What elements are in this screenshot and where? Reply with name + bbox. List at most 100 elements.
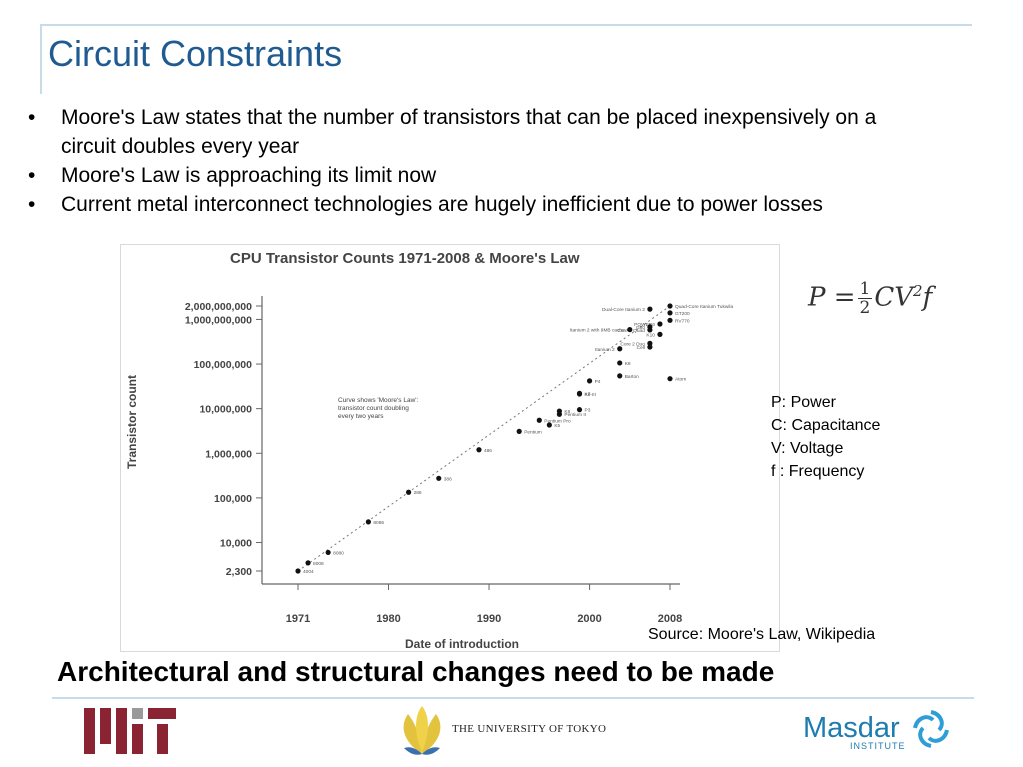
data-point-label: 386 <box>444 476 452 482</box>
data-point-label: 8080 <box>333 550 344 556</box>
chart-annotation-line: every two years <box>338 413 384 420</box>
title-rule <box>40 24 972 26</box>
bullet-list: • Moore's Law states that the number of t… <box>28 103 928 219</box>
data-point-label: RV770 <box>675 318 690 324</box>
data-point <box>325 549 331 556</box>
data-point-label: Cell <box>637 345 645 351</box>
chart-annotation-line: Curve shows 'Moore's Law': <box>338 397 419 404</box>
data-point-label: Pentium Pro <box>544 418 571 424</box>
moores-law-chart: CPU Transistor Counts 1971-2008 & Moore'… <box>125 250 734 651</box>
data-point <box>536 417 542 423</box>
data-point <box>365 519 371 525</box>
y-tick-label: 10,000,000 <box>199 404 252 416</box>
bullet-dot: • <box>28 106 36 129</box>
data-point-label: Quad-Core Itanium Tukwila <box>675 304 733 310</box>
y-tick-label: 1,000,000 <box>205 448 252 460</box>
legend-item: C: Capacitance <box>771 417 881 434</box>
bullet-text: Current metal interconnect technologies … <box>61 193 823 216</box>
x-tick-label: 1980 <box>376 613 400 625</box>
data-point <box>405 489 412 495</box>
legend-item: P: Power <box>771 394 836 411</box>
data-point <box>546 422 552 428</box>
data-point <box>617 346 623 352</box>
y-tick-label: 10,000 <box>220 538 252 550</box>
formula-legend: P: Power C: Capacitance V: Voltage f : F… <box>771 391 880 483</box>
bullet-text: Moore's Law states that the number of tr… <box>61 106 877 158</box>
data-point-label: Core 2 Duo <box>620 341 645 347</box>
data-point <box>667 303 673 309</box>
masdar-wordmark: Masdar <box>803 712 900 744</box>
data-point-label: 8086 <box>373 520 384 526</box>
legend-item: f : Frequency <box>771 463 865 480</box>
data-point <box>667 376 673 382</box>
university-of-tokyo-wordmark: THE UNIVERSITY OF TOKYO <box>452 723 607 735</box>
chart-marks: 2,300 10,000 100,000 1,000,000 10,000,000 100… <box>185 301 734 625</box>
data-point-label: G80 <box>636 325 645 331</box>
bullet-item: • Moore's Law states that the number of t… <box>28 103 928 161</box>
chart-y-label: Transistor count <box>125 375 139 469</box>
x-tick-label: 2000 <box>577 613 601 625</box>
x-tick-label: 2008 <box>658 613 682 625</box>
data-point <box>657 321 663 327</box>
y-tick-label: 100,000,000 <box>194 359 253 371</box>
power-formula: P = 1 2 CV2f <box>808 280 932 317</box>
chart-x-label: Date of introduction <box>405 637 519 651</box>
data-point <box>305 560 311 566</box>
data-point-label: Dual-Core Itanium 2 <box>602 307 645 313</box>
data-point <box>576 407 583 413</box>
data-point <box>586 378 593 384</box>
data-point-label: 4004 <box>303 569 314 575</box>
data-point <box>516 428 522 434</box>
data-point-label: POWER6 <box>634 322 655 328</box>
data-point <box>647 344 653 350</box>
data-point-label: P4 <box>595 379 601 385</box>
data-point-label: Itanium 2 <box>595 347 615 353</box>
y-tick-label: 1,000,000,000 <box>185 314 252 326</box>
data-point-label: 486 <box>484 448 492 454</box>
data-point-label: P3 <box>585 408 591 414</box>
data-point-label: K6 <box>564 409 570 415</box>
title-side-rule <box>40 24 42 94</box>
data-point-label: K10 <box>646 332 655 338</box>
data-point-label: K5 <box>554 423 560 429</box>
formula-numerator: 1 <box>857 279 873 299</box>
bullet-text: Moore's Law is approaching its limit now <box>61 164 437 187</box>
data-point-label: K8 <box>625 361 631 367</box>
x-tick-label: 1990 <box>477 613 501 625</box>
data-point <box>627 326 633 333</box>
bullet-item: • Moore's Law is approaching its limit no… <box>28 161 928 190</box>
formula-exponent: 2 <box>913 281 923 300</box>
data-point <box>647 324 653 330</box>
masdar-institute-label: INSTITUTE <box>850 741 906 751</box>
data-point-label: K6-III <box>585 392 596 398</box>
data-point <box>556 411 563 417</box>
data-point-label: Pentium II <box>564 412 586 418</box>
chart-frame <box>120 244 780 652</box>
x-tick-label: 1971 <box>286 613 310 625</box>
data-point-label: Atom <box>675 377 686 383</box>
slide-title: Circuit Constraints <box>48 33 343 74</box>
masdar-swirl-icon <box>913 710 949 748</box>
data-point <box>617 373 623 379</box>
mit-logo <box>84 708 176 754</box>
data-point <box>617 360 623 366</box>
university-of-tokyo-logo <box>403 706 441 755</box>
bullet-dot: • <box>28 193 36 216</box>
data-point <box>476 447 482 453</box>
data-point <box>576 390 583 396</box>
data-point <box>295 568 301 574</box>
data-point <box>667 317 673 323</box>
data-point-label: 8008 <box>313 561 324 567</box>
chart-title: CPU Transistor Counts 1971-2008 & Moore'… <box>230 250 580 267</box>
data-point-label: 286 <box>414 490 422 496</box>
y-tick-label: 100,000 <box>214 493 252 505</box>
y-tick-label: 2,000,000,000 <box>185 301 252 313</box>
data-point <box>647 306 653 312</box>
data-point-label: GT200 <box>675 311 690 317</box>
formula-cv: CV <box>874 282 914 313</box>
data-point <box>667 310 673 316</box>
data-point <box>436 475 442 481</box>
data-point-label: Itanium 2 with 9MB cache <box>570 328 625 334</box>
data-point-label: Pentium <box>524 429 542 435</box>
